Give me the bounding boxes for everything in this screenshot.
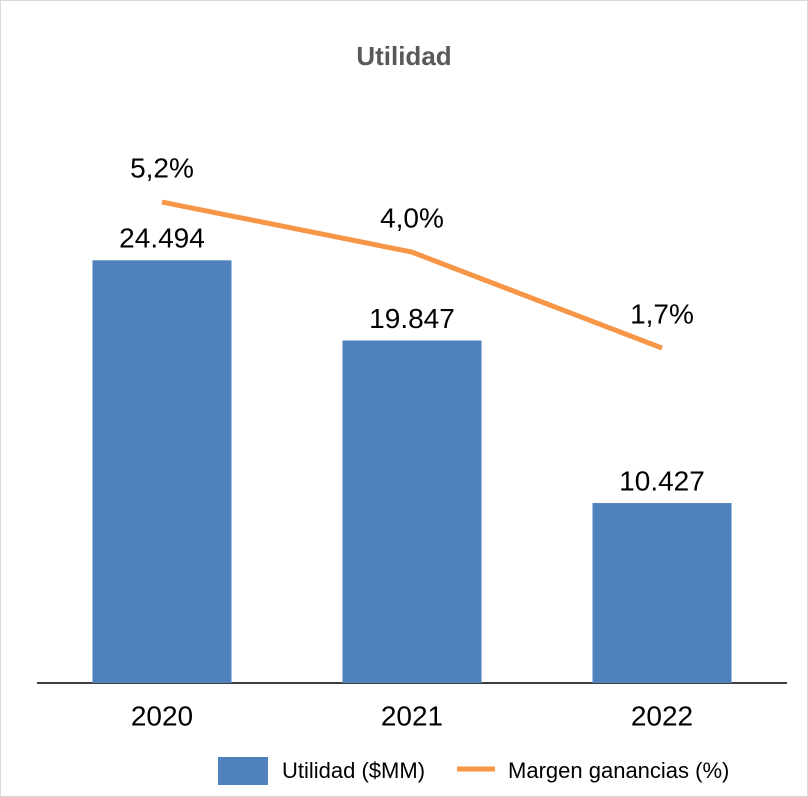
chart-title: Utilidad [356, 41, 451, 71]
data-label: 1,7% [630, 298, 694, 329]
x-tick-label: 2020 [131, 700, 193, 731]
data-label: 4,0% [380, 202, 444, 233]
data-label: 24.494 [119, 223, 205, 254]
bar [92, 260, 232, 683]
legend-swatch [218, 757, 268, 785]
data-label: 10.427 [619, 465, 705, 496]
legend-label: Margen ganancias (%) [508, 758, 729, 783]
line [161, 199, 663, 351]
legend-label: Utilidad ($MM) [282, 758, 425, 783]
bar [592, 503, 732, 683]
data-label: 19.847 [369, 303, 455, 334]
x-tick-label: 2021 [381, 700, 443, 731]
data-label: 5,2% [130, 152, 194, 183]
bar [342, 340, 482, 683]
x-tick-label: 2022 [631, 700, 693, 731]
